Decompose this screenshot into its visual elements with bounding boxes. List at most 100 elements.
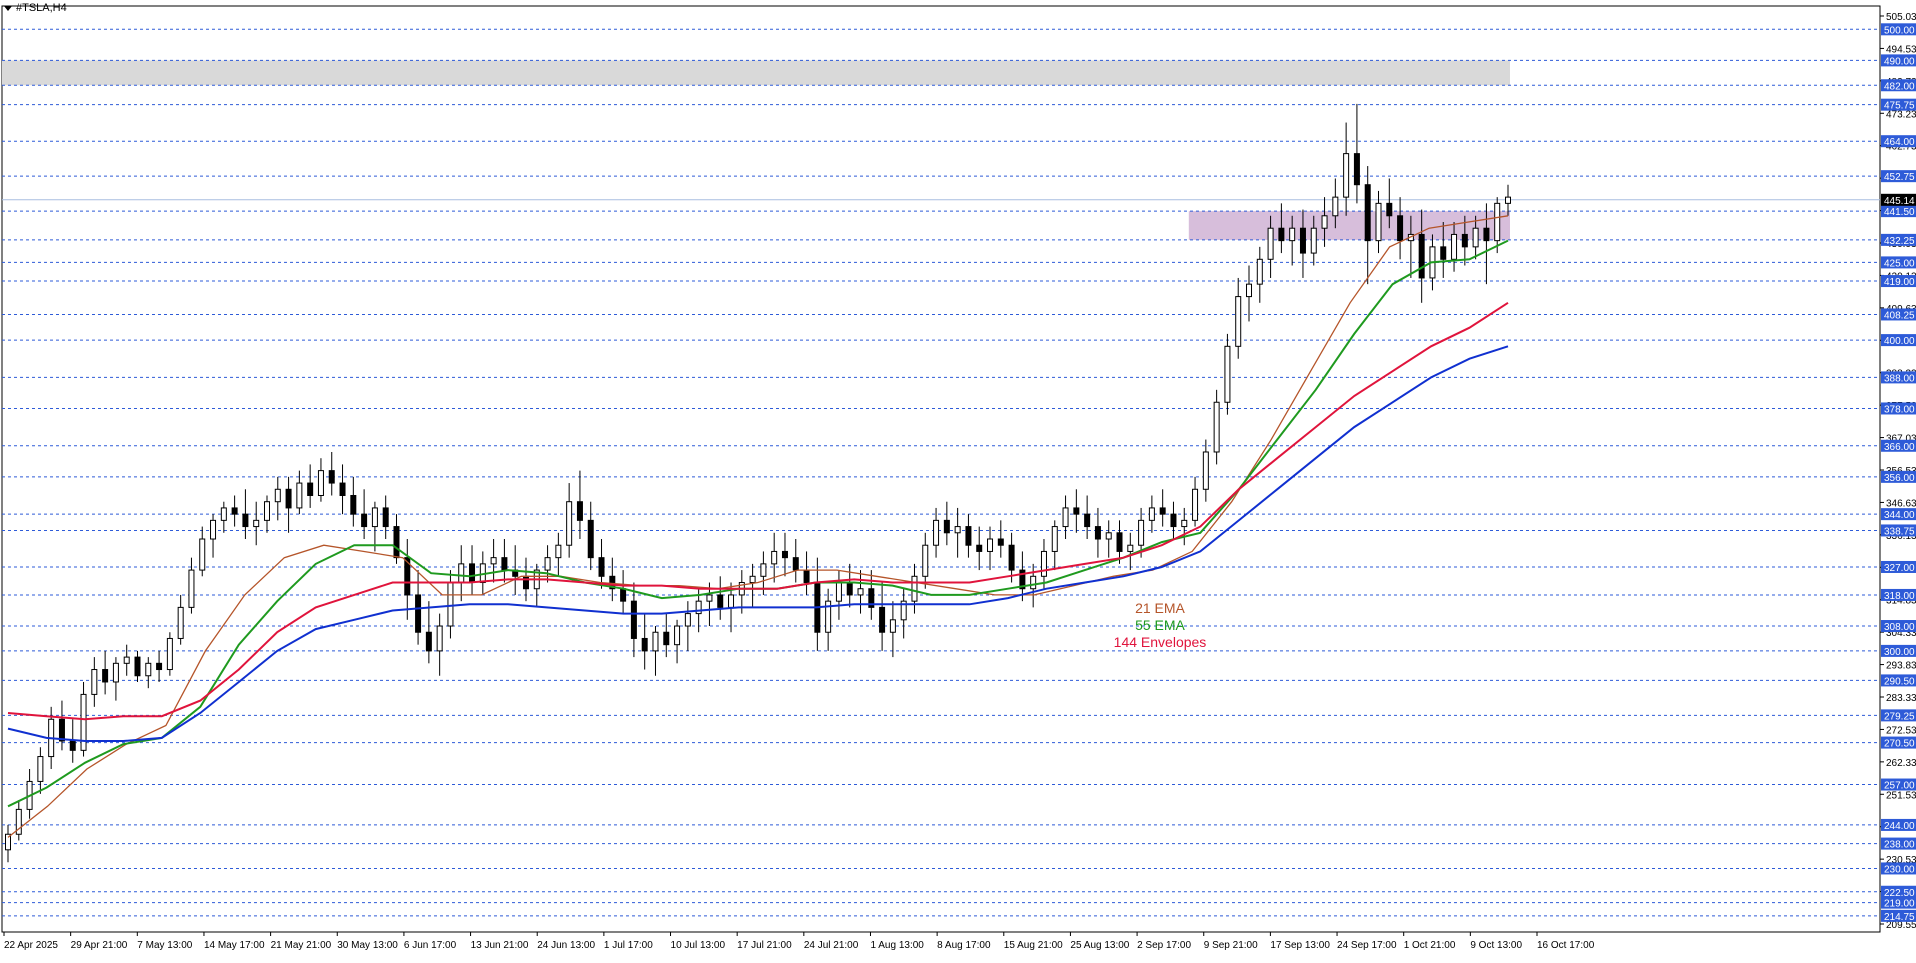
x-tick-label: 24 Jul 21:00 <box>804 940 859 951</box>
candle-body <box>91 669 98 695</box>
candle-body <box>566 501 573 546</box>
candle-body <box>361 513 368 528</box>
y-tick-label: 293.83 <box>1886 661 1916 672</box>
candle-body <box>1483 227 1490 242</box>
price-tag <box>1881 885 1916 898</box>
price-tag-label: 366.00 <box>1884 442 1915 453</box>
candle-body <box>825 600 832 633</box>
candle-body <box>760 563 767 577</box>
series-line-env144 <box>7 301 1509 721</box>
price-tag <box>1881 256 1916 269</box>
candle-body <box>1353 153 1360 186</box>
x-tick-label: 25 Aug 13:00 <box>1070 940 1129 951</box>
legend-env144: 144 Envelopes <box>1113 634 1207 650</box>
x-tick-label: 9 Sep 21:00 <box>1204 940 1258 951</box>
candle-body <box>943 519 950 534</box>
candle-body <box>1040 550 1047 577</box>
price-tag <box>1881 560 1916 573</box>
candle-body <box>1224 345 1231 403</box>
price-tag-label: 222.50 <box>1884 888 1915 899</box>
price-tag <box>1881 205 1916 218</box>
candle-body <box>868 588 875 608</box>
candle-body <box>253 519 260 528</box>
price-tag-label: 464.00 <box>1884 137 1915 148</box>
y-tick-label: 473.23 <box>1886 109 1916 120</box>
candle-body <box>976 544 983 552</box>
candle-body <box>1159 507 1166 515</box>
x-tick-label: 29 Apr 21:00 <box>71 940 128 951</box>
price-tag <box>1881 862 1916 875</box>
candle-body <box>1375 202 1382 242</box>
dropdown-triangle-icon[interactable] <box>4 5 12 11</box>
candle-body <box>706 594 713 602</box>
candle-body <box>1321 215 1328 229</box>
price-tag-label: 378.00 <box>1884 404 1915 415</box>
y-tick-label: 304.33 <box>1886 628 1916 639</box>
price-tag <box>1881 23 1916 36</box>
candle-body <box>436 625 443 652</box>
price-tag-label: 356.00 <box>1884 473 1915 484</box>
candle-body <box>382 507 389 528</box>
price-tag-label: 238.00 <box>1884 840 1915 851</box>
candle-body <box>889 619 896 633</box>
candle-body <box>15 808 22 835</box>
candle-body <box>134 656 141 677</box>
current-price-label: 445.14 <box>1884 196 1915 207</box>
y-tick-label: 262.33 <box>1886 758 1916 769</box>
candle-body <box>80 693 87 751</box>
price-tag-label: 257.00 <box>1884 781 1915 792</box>
price-tag <box>1881 620 1916 633</box>
candle-body <box>145 662 152 677</box>
candle-body <box>112 662 119 683</box>
x-tick-label: 9 Oct 13:00 <box>1470 940 1522 951</box>
x-tick-label: 8 Aug 17:00 <box>937 940 991 951</box>
candle-body <box>1094 526 1101 540</box>
candle-body <box>652 631 659 652</box>
candle-body <box>1148 507 1155 521</box>
symbol-label: #TSLA,H4 <box>16 2 67 14</box>
candle-body <box>123 656 130 664</box>
candle-body <box>1051 526 1058 552</box>
candle-body <box>933 519 940 546</box>
candle-body <box>630 600 637 639</box>
candle-body <box>490 557 497 565</box>
candle-body <box>393 526 400 559</box>
candle-body <box>328 470 335 484</box>
x-tick-label: 13 Jun 21:00 <box>471 940 529 951</box>
candle-body <box>1170 513 1177 528</box>
candle-body <box>1505 196 1511 204</box>
price-tag <box>1881 79 1916 92</box>
candle-body <box>1364 184 1371 242</box>
price-tag <box>1881 837 1916 850</box>
price-tag <box>1881 709 1916 722</box>
resistance-zone <box>1188 211 1510 240</box>
candle-body <box>1451 233 1458 260</box>
candle-body <box>1494 202 1501 242</box>
price-tag-label: 441.50 <box>1884 207 1915 218</box>
candle-body <box>242 513 249 528</box>
candle-body <box>609 575 616 590</box>
candle-body <box>717 594 724 608</box>
candle-body <box>749 575 756 584</box>
candle-body <box>371 507 378 528</box>
candle-body <box>781 550 788 559</box>
candle-body <box>339 482 346 496</box>
price-tag <box>1881 508 1916 521</box>
candle-body <box>1116 532 1123 552</box>
price-tag-label: 214.75 <box>1884 912 1915 923</box>
candle-body <box>274 488 281 503</box>
candle-body <box>404 557 411 596</box>
price-tag <box>1881 402 1916 415</box>
candle-body <box>1202 451 1209 490</box>
price-tag-label: 425.00 <box>1884 258 1915 269</box>
candle-body <box>469 563 476 584</box>
price-tag-label: 279.25 <box>1884 711 1915 722</box>
price-tag <box>1881 470 1916 483</box>
price-tag-label: 290.50 <box>1884 676 1915 687</box>
x-tick-label: 1 Aug 13:00 <box>870 940 924 951</box>
candle-body <box>803 569 810 584</box>
x-tick-label: 22 Apr 2025 <box>4 940 58 951</box>
candle-body <box>501 557 508 571</box>
